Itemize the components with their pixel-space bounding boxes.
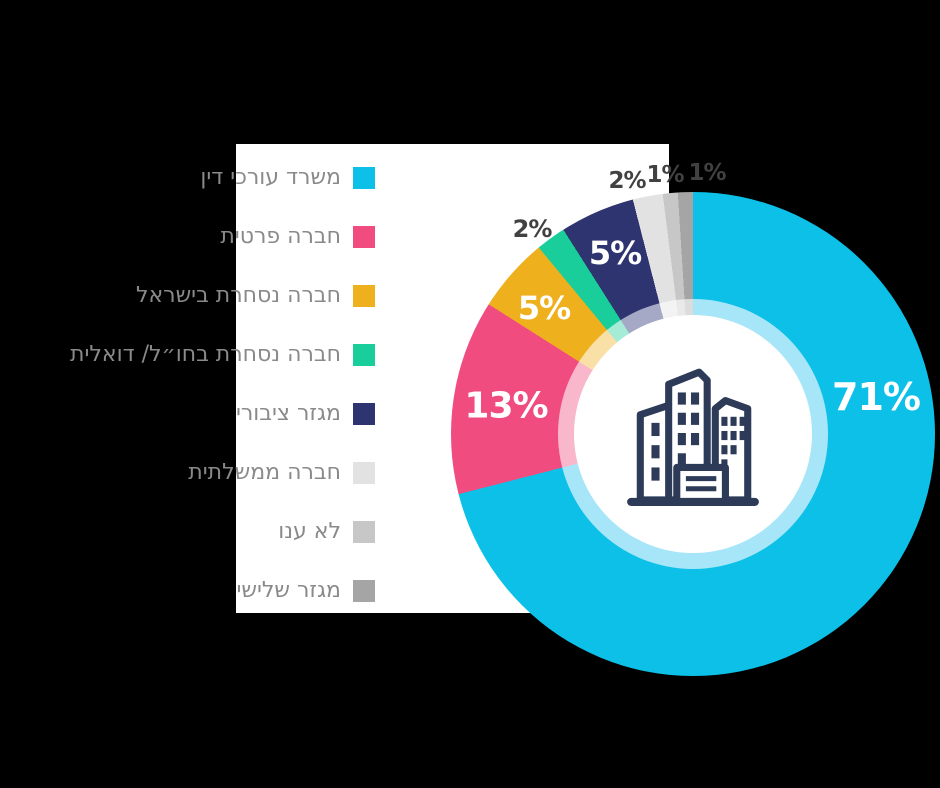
slice-label-traded-abroad-dual: 2%	[512, 215, 553, 243]
legend-item-third-sector: מגזר שלישי	[70, 580, 375, 602]
legend-label: חברה נסחרת בישראל	[135, 283, 341, 308]
legend-swatch	[353, 462, 375, 484]
legend-label: חברה ממשלתית	[188, 460, 341, 485]
slice-label-third-sector: 1%	[688, 160, 726, 186]
slice-label-law-firm: 71%	[832, 375, 921, 419]
legend-label: לא ענו	[278, 519, 341, 544]
legend-label: מגזר ציבורי	[235, 401, 341, 426]
legend-item-law-firm: משרד עורכי דין	[70, 167, 375, 189]
legend-swatch	[353, 403, 375, 425]
legend-label: מגזר שלישי	[236, 578, 341, 603]
legend-item-private-company: חברה פרטית	[70, 226, 375, 248]
slice-label-government-company: 2%	[608, 168, 646, 194]
slice-label-public-sector: 5%	[588, 234, 642, 272]
slice-label-traded-in-israel: 5%	[517, 289, 571, 327]
legend-item-public-sector: מגזר ציבורי	[70, 403, 375, 425]
legend-swatch	[353, 167, 375, 189]
legend-item-traded-in-israel: חברה נסחרת בישראל	[70, 285, 375, 307]
legend-swatch	[353, 285, 375, 307]
legend-label: חברה פרטית	[220, 224, 341, 249]
donut-center-circle	[574, 315, 812, 553]
legend-label: חברה נסחרת בחו״ל/ דואלית	[70, 342, 341, 367]
legend-swatch	[353, 580, 375, 602]
legend-label: משרד עורכי דין	[200, 165, 341, 190]
legend-swatch	[353, 521, 375, 543]
chart-legend: משרד עורכי דין חברה פרטית חברה נסחרת ביש…	[70, 167, 375, 639]
buildings-icon	[627, 368, 759, 506]
donut-chart	[451, 192, 935, 676]
legend-item-government-company: חברה ממשלתית	[70, 462, 375, 484]
slice-label-no-answer: 1%	[646, 162, 684, 188]
legend-item-no-answer: לא ענו	[70, 521, 375, 543]
slice-label-private-company: 13%	[464, 385, 548, 427]
legend-swatch	[353, 344, 375, 366]
legend-item-traded-abroad-dual: חברה נסחרת בחו״ל/ דואלית	[70, 344, 375, 366]
legend-swatch	[353, 226, 375, 248]
